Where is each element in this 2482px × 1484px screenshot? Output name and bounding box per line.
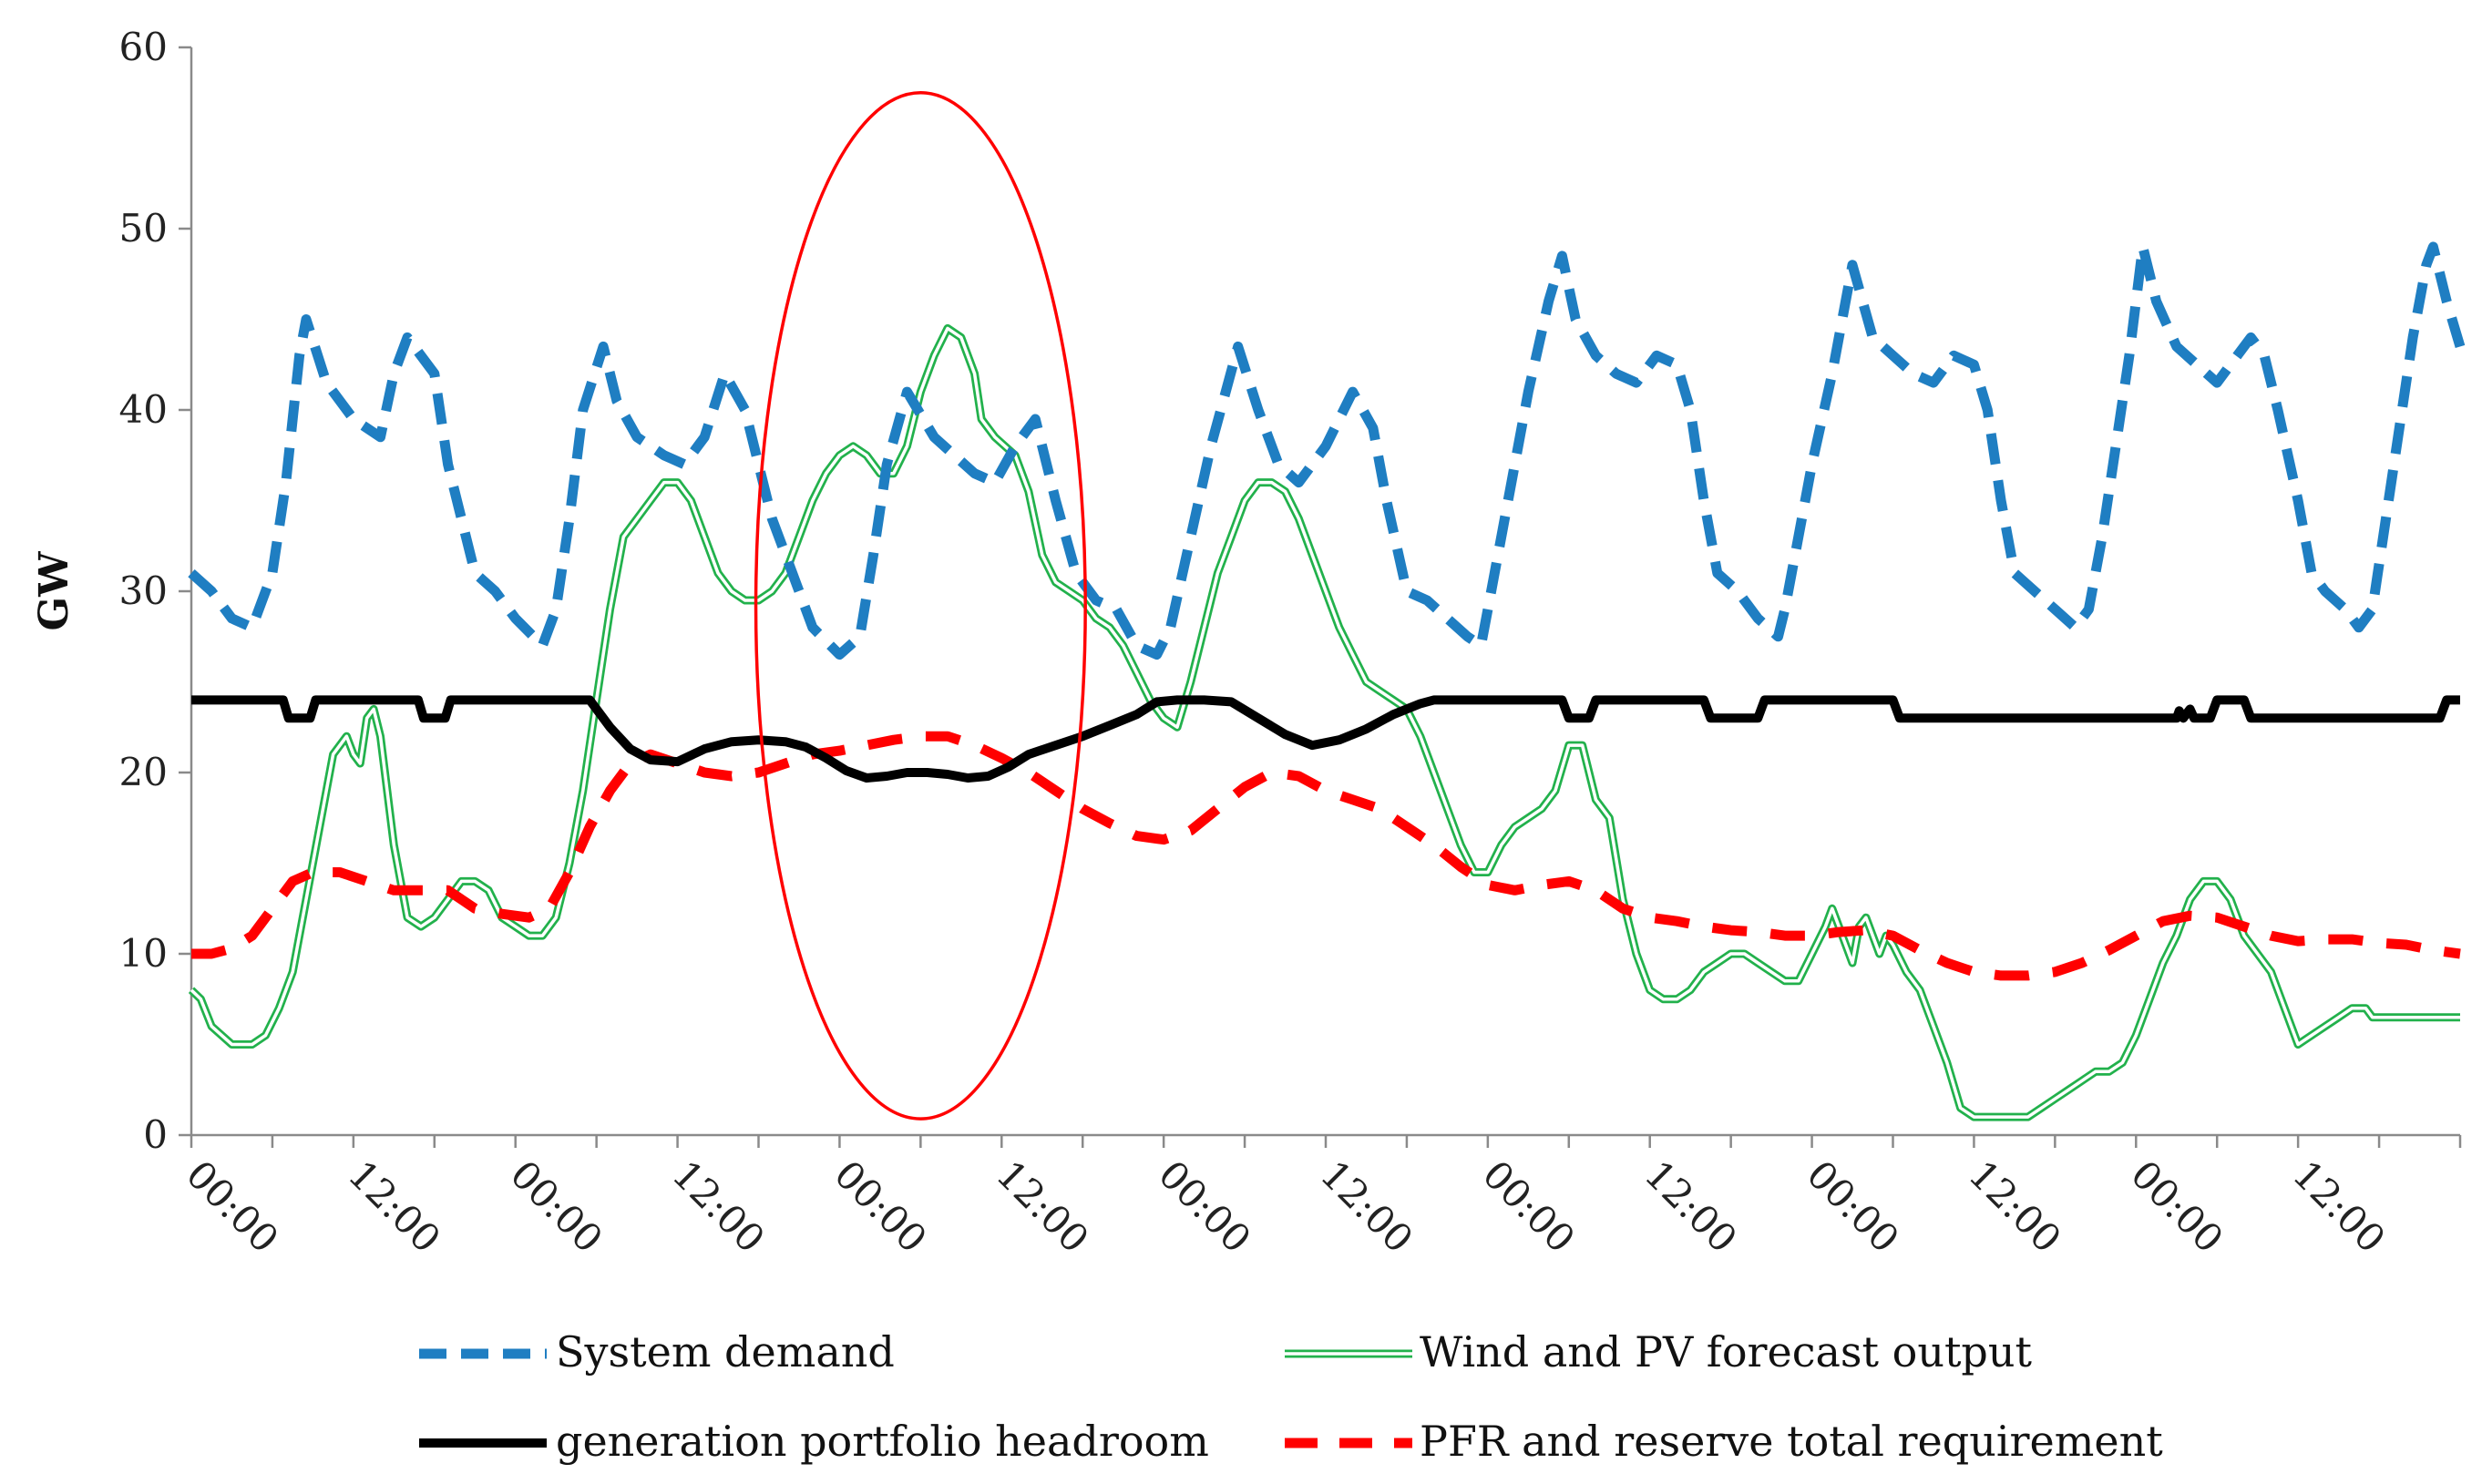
x-tick-label: 00:00 bbox=[826, 1151, 935, 1261]
y-tick-label: 20 bbox=[119, 750, 168, 794]
x-tick-label: 12:00 bbox=[664, 1151, 774, 1261]
legend-item-pfr-and-reserve-total-requirement: PFR and reserve total requirement bbox=[1285, 1417, 2163, 1466]
x-ticks: 00:00 12:00 00:00 12:00 00:00 12:00 00:00 12:00… bbox=[178, 1135, 2462, 1262]
legend-item-wind-and-pv-forecast-output: Wind and PV forecast output bbox=[1285, 1327, 2033, 1377]
legend-item-system-demand: System demand bbox=[419, 1327, 895, 1377]
x-tick-label: 00:00 bbox=[1474, 1151, 1584, 1261]
legend-label: PFR and reserve total requirement bbox=[1420, 1417, 2163, 1466]
x-tick-label: 12:00 bbox=[988, 1151, 1097, 1261]
y-tick-label: 30 bbox=[119, 568, 168, 613]
y-tick-label: 10 bbox=[119, 931, 168, 976]
x-tick-label: 12:00 bbox=[340, 1151, 449, 1261]
x-tick-label: 00:00 bbox=[502, 1151, 611, 1261]
y-tick-label: 40 bbox=[119, 387, 168, 432]
x-tick-label: 00:00 bbox=[2122, 1151, 2231, 1261]
series-pfr-and-reserve-total-requirement bbox=[191, 731, 2461, 981]
x-tick-label: 00:00 bbox=[1150, 1151, 1259, 1261]
series-line-wind-and-pv-forecast-output bbox=[190, 326, 2460, 1119]
legend-label: generation portfolio headroom bbox=[556, 1417, 1209, 1466]
highlight-ellipse bbox=[754, 91, 1087, 1121]
y-axis-label: GW bbox=[31, 551, 77, 631]
legend-label: Wind and PV forecast output bbox=[1420, 1327, 2033, 1377]
legend-label: System demand bbox=[556, 1327, 895, 1377]
x-tick-label: 12:00 bbox=[2284, 1151, 2394, 1261]
x-tick-label: 00:00 bbox=[178, 1151, 287, 1261]
series-generation-portfolio-headroom bbox=[191, 695, 2460, 783]
x-tick-label: 12:00 bbox=[1960, 1151, 2069, 1261]
y-tick-label: 0 bbox=[143, 1112, 168, 1157]
x-tick-label: 12:00 bbox=[1312, 1151, 1421, 1261]
legend-item-generation-portfolio-headroom: generation portfolio headroom bbox=[419, 1417, 1209, 1466]
y-tick-label: 60 bbox=[119, 25, 168, 69]
series-wind-and-pv-forecast-output bbox=[188, 323, 2460, 1121]
series-system-demand bbox=[188, 241, 2466, 660]
series-line-system-demand bbox=[188, 241, 2466, 660]
y-ticks: 0 10 20 30 40 50 60 bbox=[119, 25, 191, 1157]
legend: System demand Wind and PV forecast output… bbox=[419, 1327, 2163, 1466]
annotation-layer bbox=[754, 91, 1087, 1121]
series-layer bbox=[188, 241, 2466, 1121]
x-tick-label: 12:00 bbox=[1636, 1151, 1746, 1261]
series-line-generation-portfolio-headroom bbox=[191, 695, 2460, 783]
y-tick-label: 50 bbox=[119, 206, 168, 251]
x-tick-label: 00:00 bbox=[1799, 1151, 1908, 1261]
series-line-pfr-and-reserve-total-requirement bbox=[191, 731, 2461, 981]
